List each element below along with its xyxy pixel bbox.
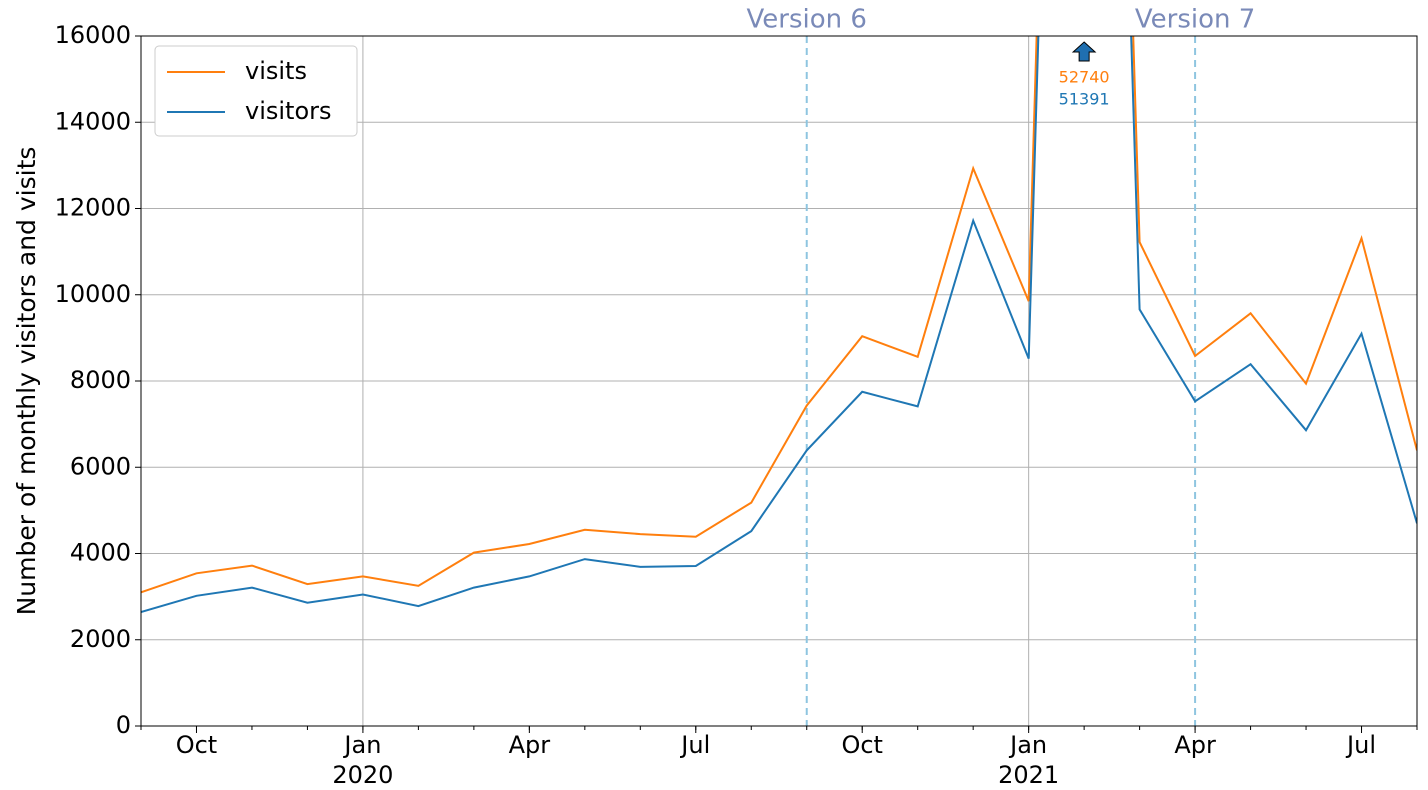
x-tick-label: Apr <box>1174 731 1216 759</box>
x-tick-label: Jul <box>679 731 710 759</box>
series-line <box>141 36 1417 594</box>
y-axis-label: Number of monthly visitors and visits <box>12 147 41 616</box>
legend-box <box>154 45 358 137</box>
x-tick-label: Jul <box>1345 731 1376 759</box>
y-tick-label: 8000 <box>70 366 131 394</box>
series-line <box>141 36 1417 614</box>
legend-label: visits <box>245 57 307 85</box>
plot-lines <box>141 36 1417 614</box>
y-tick-label: 6000 <box>70 452 131 480</box>
y-tick-label: 14000 <box>55 107 131 135</box>
x-tick-label: Jan 2021 <box>998 731 1059 789</box>
y-tick-label: 12000 <box>55 194 131 222</box>
off-scale-value: 52740 <box>1059 68 1110 87</box>
x-tick-label: Oct <box>841 731 883 759</box>
y-tick-label: 16000 <box>55 21 131 49</box>
version-label: Version 6 <box>747 5 867 35</box>
x-tick-label: Oct <box>176 731 218 759</box>
y-tick-label: 4000 <box>70 539 131 567</box>
x-tick-label: Apr <box>509 731 551 759</box>
x-tick-label: Jan 2020 <box>332 731 393 789</box>
off-scale-arrow <box>1071 41 1097 62</box>
legend-label: visitors <box>245 97 332 125</box>
off-scale-value: 51391 <box>1059 90 1110 109</box>
version-label: Version 7 <box>1135 5 1255 35</box>
plot-frame <box>140 35 1418 727</box>
y-tick-label: 2000 <box>70 625 131 653</box>
y-tick-label: 0 <box>116 711 131 739</box>
y-tick-label: 10000 <box>55 280 131 308</box>
